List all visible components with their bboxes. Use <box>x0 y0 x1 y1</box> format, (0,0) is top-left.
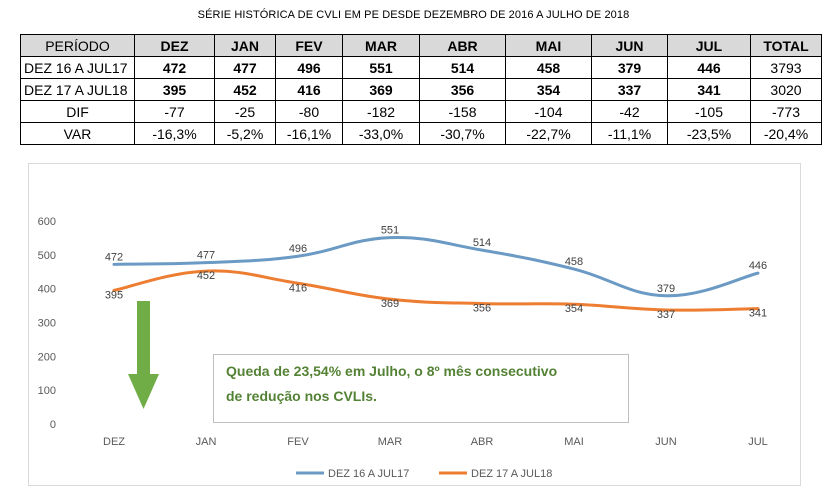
data-label: 337 <box>657 309 675 321</box>
data-label: 395 <box>105 289 123 301</box>
row-label: VAR <box>20 122 135 145</box>
table-cell: -16,1% <box>275 122 343 145</box>
data-label: 452 <box>197 270 215 282</box>
table-cell: 452 <box>214 78 276 101</box>
data-label: 458 <box>565 256 583 268</box>
header-cell: JUL <box>667 34 751 57</box>
table-cell: -16,3% <box>134 122 215 145</box>
annotation-line: Queda de 23,54% em Julho, o 8º mês conse… <box>226 363 558 379</box>
down-arrow-icon <box>128 301 159 409</box>
x-tick-label: MAI <box>564 436 584 448</box>
table-cell: -22,7% <box>505 122 592 145</box>
data-table: PERÍODO DEZ JAN FEV MAR ABR MAI JUN JUL … <box>20 34 822 145</box>
page-title: SÉRIE HISTÓRICA DE CVLI EM PE DESDE DEZE… <box>197 9 630 21</box>
table-header-row: PERÍODO DEZ JAN FEV MAR ABR MAI JUN JUL … <box>20 34 822 57</box>
annotation-line: de redução nos CVLIs. <box>226 388 377 404</box>
data-label: 446 <box>749 260 767 272</box>
table-cell: 3793 <box>750 56 822 79</box>
table-cell: -42 <box>591 100 668 123</box>
table-cell: 341 <box>667 78 751 101</box>
table-cell: -105 <box>667 100 751 123</box>
data-label: 551 <box>381 225 399 237</box>
x-tick-label: FEV <box>287 436 309 448</box>
table-cell: -104 <box>505 100 592 123</box>
y-tick-label: 0 <box>50 419 56 431</box>
table-cell: -773 <box>750 100 822 123</box>
legend-label: DEZ 16 A JUL17 <box>328 468 409 480</box>
y-tick-label: 500 <box>38 250 56 262</box>
header-cell: MAI <box>505 34 592 57</box>
data-label: 379 <box>657 283 675 295</box>
table-cell: 496 <box>275 56 343 79</box>
header-cell: ABR <box>419 34 506 57</box>
y-tick-label: 300 <box>38 318 56 330</box>
annotation-box: Queda de 23,54% em Julho, o 8º mês conse… <box>213 354 629 423</box>
data-label: 369 <box>381 298 399 310</box>
data-label: 354 <box>565 303 583 315</box>
header-cell: DEZ <box>134 34 215 57</box>
row-label: DIF <box>20 100 135 123</box>
y-tick-label: 600 <box>38 216 56 228</box>
y-tick-label: 400 <box>38 284 56 296</box>
table-cell: -20,4% <box>750 122 822 145</box>
series-line-2 <box>112 269 760 312</box>
data-label: 514 <box>473 237 491 249</box>
header-cell: MAR <box>342 34 420 57</box>
series-line-1 <box>112 235 760 298</box>
table-row: DEZ 17 A JUL18 395 452 416 369 356 354 3… <box>20 78 822 101</box>
table-cell: -23,5% <box>667 122 751 145</box>
row-label: DEZ 16 A JUL17 <box>20 56 135 79</box>
data-label: 416 <box>289 282 307 294</box>
header-cell: JUN <box>591 34 668 57</box>
table-cell: 369 <box>342 78 420 101</box>
chart-frame <box>28 163 801 486</box>
x-tick-label: JUN <box>655 436 676 448</box>
x-tick-label: JAN <box>196 436 217 448</box>
legend-label: DEZ 17 A JUL18 <box>471 468 552 480</box>
x-tick-label: ABR <box>471 436 494 448</box>
x-tick-label: MAR <box>378 436 403 448</box>
table-row: VAR -16,3% -5,2% -16,1% -33,0% -30,7% -2… <box>20 122 822 145</box>
x-tick-label: DEZ <box>103 436 125 448</box>
data-label: 341 <box>749 308 767 320</box>
y-tick-label: 200 <box>38 351 56 363</box>
data-label: 356 <box>473 303 491 315</box>
x-tick-label: JUL <box>748 436 768 448</box>
data-label: 477 <box>197 250 215 262</box>
table-cell: -11,1% <box>591 122 668 145</box>
y-tick-label: 100 <box>38 385 56 397</box>
header-cell: PERÍODO <box>20 34 135 57</box>
table-cell: 356 <box>419 78 506 101</box>
table-cell: -30,7% <box>419 122 506 145</box>
arrow-shape <box>128 301 159 409</box>
data-label: 472 <box>105 251 123 263</box>
data-label: 496 <box>289 243 307 255</box>
table-cell: -33,0% <box>342 122 420 145</box>
table-cell: 477 <box>214 56 276 79</box>
